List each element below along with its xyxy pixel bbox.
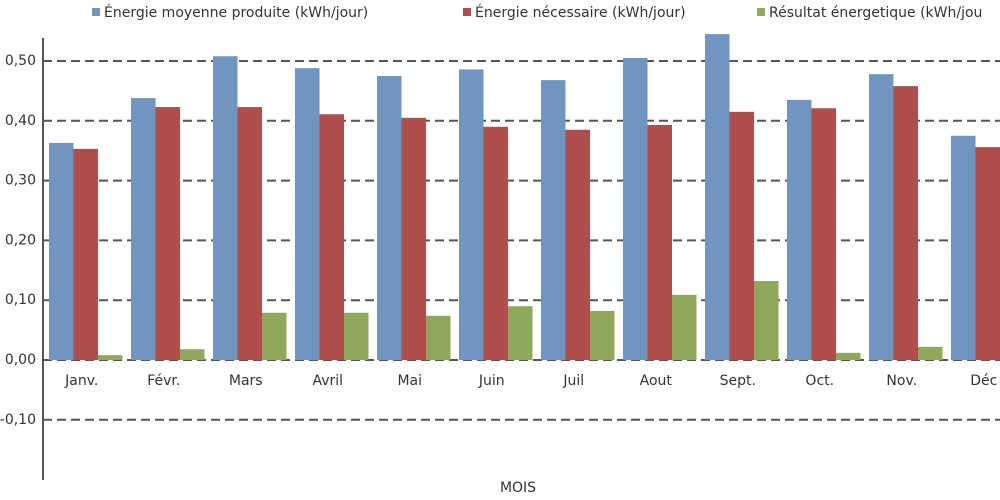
bar xyxy=(623,58,648,360)
bar xyxy=(893,86,918,360)
bar xyxy=(49,142,74,360)
x-tick-label: Sept. xyxy=(720,373,756,389)
bar xyxy=(754,281,779,360)
bar xyxy=(869,74,894,360)
bar xyxy=(672,294,697,360)
legend-swatch xyxy=(92,8,100,16)
bar xyxy=(705,34,730,361)
y-tick-label: 0,50 xyxy=(5,53,36,69)
bar xyxy=(729,111,754,360)
bar xyxy=(98,355,123,360)
bar xyxy=(508,306,533,360)
bar xyxy=(918,346,943,360)
x-tick-label: Oct. xyxy=(805,373,834,389)
legend-swatch xyxy=(463,8,471,16)
legend-swatch xyxy=(757,8,765,16)
x-tick-label: Déc xyxy=(970,373,997,389)
x-axis-label: MOIS xyxy=(500,480,536,496)
bar xyxy=(295,68,320,361)
bar xyxy=(426,315,451,360)
x-tick-label: Mai xyxy=(397,373,422,389)
y-tick-label: 0,20 xyxy=(5,232,36,248)
x-tick-label: Avril xyxy=(312,373,343,389)
legend-label: Résultat énergetique (kWh/jou xyxy=(769,5,982,21)
x-tick-label: Janv. xyxy=(64,373,98,389)
bar xyxy=(836,352,861,360)
x-tick-label: Juin xyxy=(478,373,505,389)
bar xyxy=(951,135,976,360)
x-tick-label: Nov. xyxy=(886,373,917,389)
bar xyxy=(213,56,238,360)
y-tick-label: 0,10 xyxy=(5,292,36,308)
legend-label: Énergie nécessaire (kWh/jour) xyxy=(475,4,686,21)
bar xyxy=(459,69,484,360)
bar xyxy=(344,312,369,360)
bar xyxy=(377,75,402,360)
x-tick-label: Aout xyxy=(640,373,673,389)
y-tick-label: 0,40 xyxy=(5,113,36,129)
y-tick-label: -0,10 xyxy=(0,412,36,428)
bar xyxy=(975,147,1000,360)
x-tick-label: Mars xyxy=(229,373,263,389)
legend-label: Énergie moyenne produite (kWh/jour) xyxy=(104,4,368,21)
bar xyxy=(319,114,344,360)
bar xyxy=(565,129,590,360)
bar xyxy=(237,107,262,361)
x-tick-label: Juil xyxy=(562,373,584,389)
bar xyxy=(155,107,180,361)
bar xyxy=(73,148,98,360)
bar xyxy=(401,117,426,360)
bar xyxy=(811,108,836,360)
bar xyxy=(541,80,566,361)
bar xyxy=(590,310,615,360)
bar xyxy=(787,99,812,361)
y-tick-label: 0,00 xyxy=(5,352,36,368)
bar xyxy=(131,98,156,361)
bar xyxy=(647,124,672,361)
bar xyxy=(180,349,205,360)
bar xyxy=(483,126,508,360)
x-tick-label: Févr. xyxy=(147,373,180,389)
bar xyxy=(262,312,287,360)
y-tick-label: 0,30 xyxy=(5,173,36,189)
